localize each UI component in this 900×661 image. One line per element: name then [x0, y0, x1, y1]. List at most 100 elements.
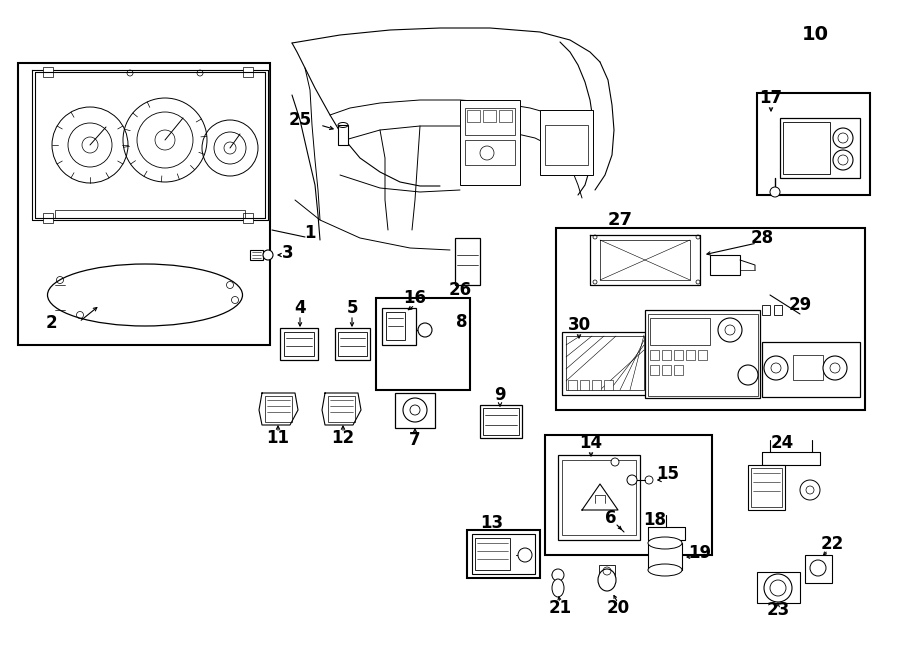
Bar [335, 328, 370, 360]
Circle shape [770, 187, 780, 197]
Bar [757, 572, 800, 603]
Ellipse shape [552, 579, 564, 597]
Bar [686, 350, 695, 360]
Bar [472, 534, 535, 574]
Bar [465, 108, 515, 135]
Bar [18, 63, 270, 345]
Text: 22: 22 [821, 535, 843, 553]
Circle shape [800, 480, 820, 500]
Circle shape [518, 548, 532, 562]
Bar [483, 110, 496, 122]
Bar [545, 435, 712, 555]
Bar [780, 118, 860, 178]
Circle shape [552, 569, 564, 581]
Bar [698, 350, 707, 360]
Text: 19: 19 [688, 544, 712, 562]
Bar [662, 365, 671, 375]
Text: 15: 15 [656, 465, 680, 483]
Bar [648, 314, 758, 396]
Bar [662, 350, 671, 360]
Bar [540, 110, 593, 175]
Bar [592, 380, 601, 390]
Bar [762, 305, 770, 315]
Text: 24: 24 [770, 434, 794, 452]
Bar [480, 405, 522, 438]
Bar [55, 210, 245, 218]
Bar [250, 250, 263, 260]
Bar [710, 255, 740, 275]
Polygon shape [32, 70, 268, 220]
Bar [376, 298, 470, 390]
Bar [280, 328, 318, 360]
Text: 27: 27 [608, 211, 633, 229]
Text: 29: 29 [788, 296, 812, 314]
Bar [243, 213, 253, 223]
Bar [650, 365, 659, 375]
Bar [650, 350, 659, 360]
Bar [648, 543, 682, 570]
Bar [774, 305, 782, 315]
Text: 28: 28 [751, 229, 774, 247]
Bar [467, 530, 540, 578]
Bar [562, 332, 648, 395]
Circle shape [263, 250, 273, 260]
Text: 1: 1 [304, 224, 316, 242]
Ellipse shape [598, 569, 616, 591]
Bar [483, 408, 519, 435]
Text: 26: 26 [448, 281, 472, 299]
Bar [645, 310, 760, 398]
Circle shape [738, 365, 758, 385]
Bar [545, 125, 588, 165]
Circle shape [718, 318, 742, 342]
Polygon shape [322, 393, 361, 425]
Bar [328, 396, 355, 422]
Polygon shape [600, 240, 690, 280]
Circle shape [764, 574, 792, 602]
Bar [805, 555, 832, 583]
Ellipse shape [648, 564, 682, 576]
Circle shape [833, 150, 853, 170]
Bar [674, 365, 683, 375]
Text: 18: 18 [644, 511, 667, 529]
Bar [568, 380, 577, 390]
Bar [43, 213, 53, 223]
Bar [475, 538, 510, 570]
Bar [599, 565, 615, 577]
Circle shape [418, 323, 432, 337]
Bar [556, 228, 865, 410]
Bar [467, 110, 480, 122]
Text: 4: 4 [294, 299, 306, 317]
Bar [386, 312, 405, 340]
Text: 5: 5 [346, 299, 358, 317]
Polygon shape [590, 235, 700, 285]
Circle shape [764, 356, 788, 380]
Circle shape [810, 560, 826, 576]
Ellipse shape [648, 537, 682, 549]
Text: 11: 11 [266, 429, 290, 447]
Circle shape [627, 475, 637, 485]
Bar [562, 460, 636, 535]
Text: 10: 10 [802, 26, 829, 44]
Text: 12: 12 [331, 429, 355, 447]
Text: 20: 20 [607, 599, 630, 617]
Bar [43, 67, 53, 77]
Text: 7: 7 [410, 431, 421, 449]
Bar [338, 125, 348, 145]
Bar [243, 67, 253, 77]
Bar [460, 100, 520, 185]
Bar [674, 350, 683, 360]
Text: 6: 6 [605, 509, 617, 527]
Text: 9: 9 [494, 386, 506, 404]
Text: 3: 3 [283, 244, 293, 262]
Text: 23: 23 [767, 601, 789, 619]
Circle shape [611, 458, 619, 466]
Text: 2: 2 [45, 314, 57, 332]
Text: 21: 21 [548, 599, 572, 617]
Bar [762, 342, 860, 397]
Bar [558, 455, 640, 540]
Bar [455, 238, 480, 285]
Bar [265, 396, 292, 422]
Text: 25: 25 [288, 111, 311, 129]
Bar [783, 122, 830, 174]
Text: 30: 30 [567, 316, 590, 334]
